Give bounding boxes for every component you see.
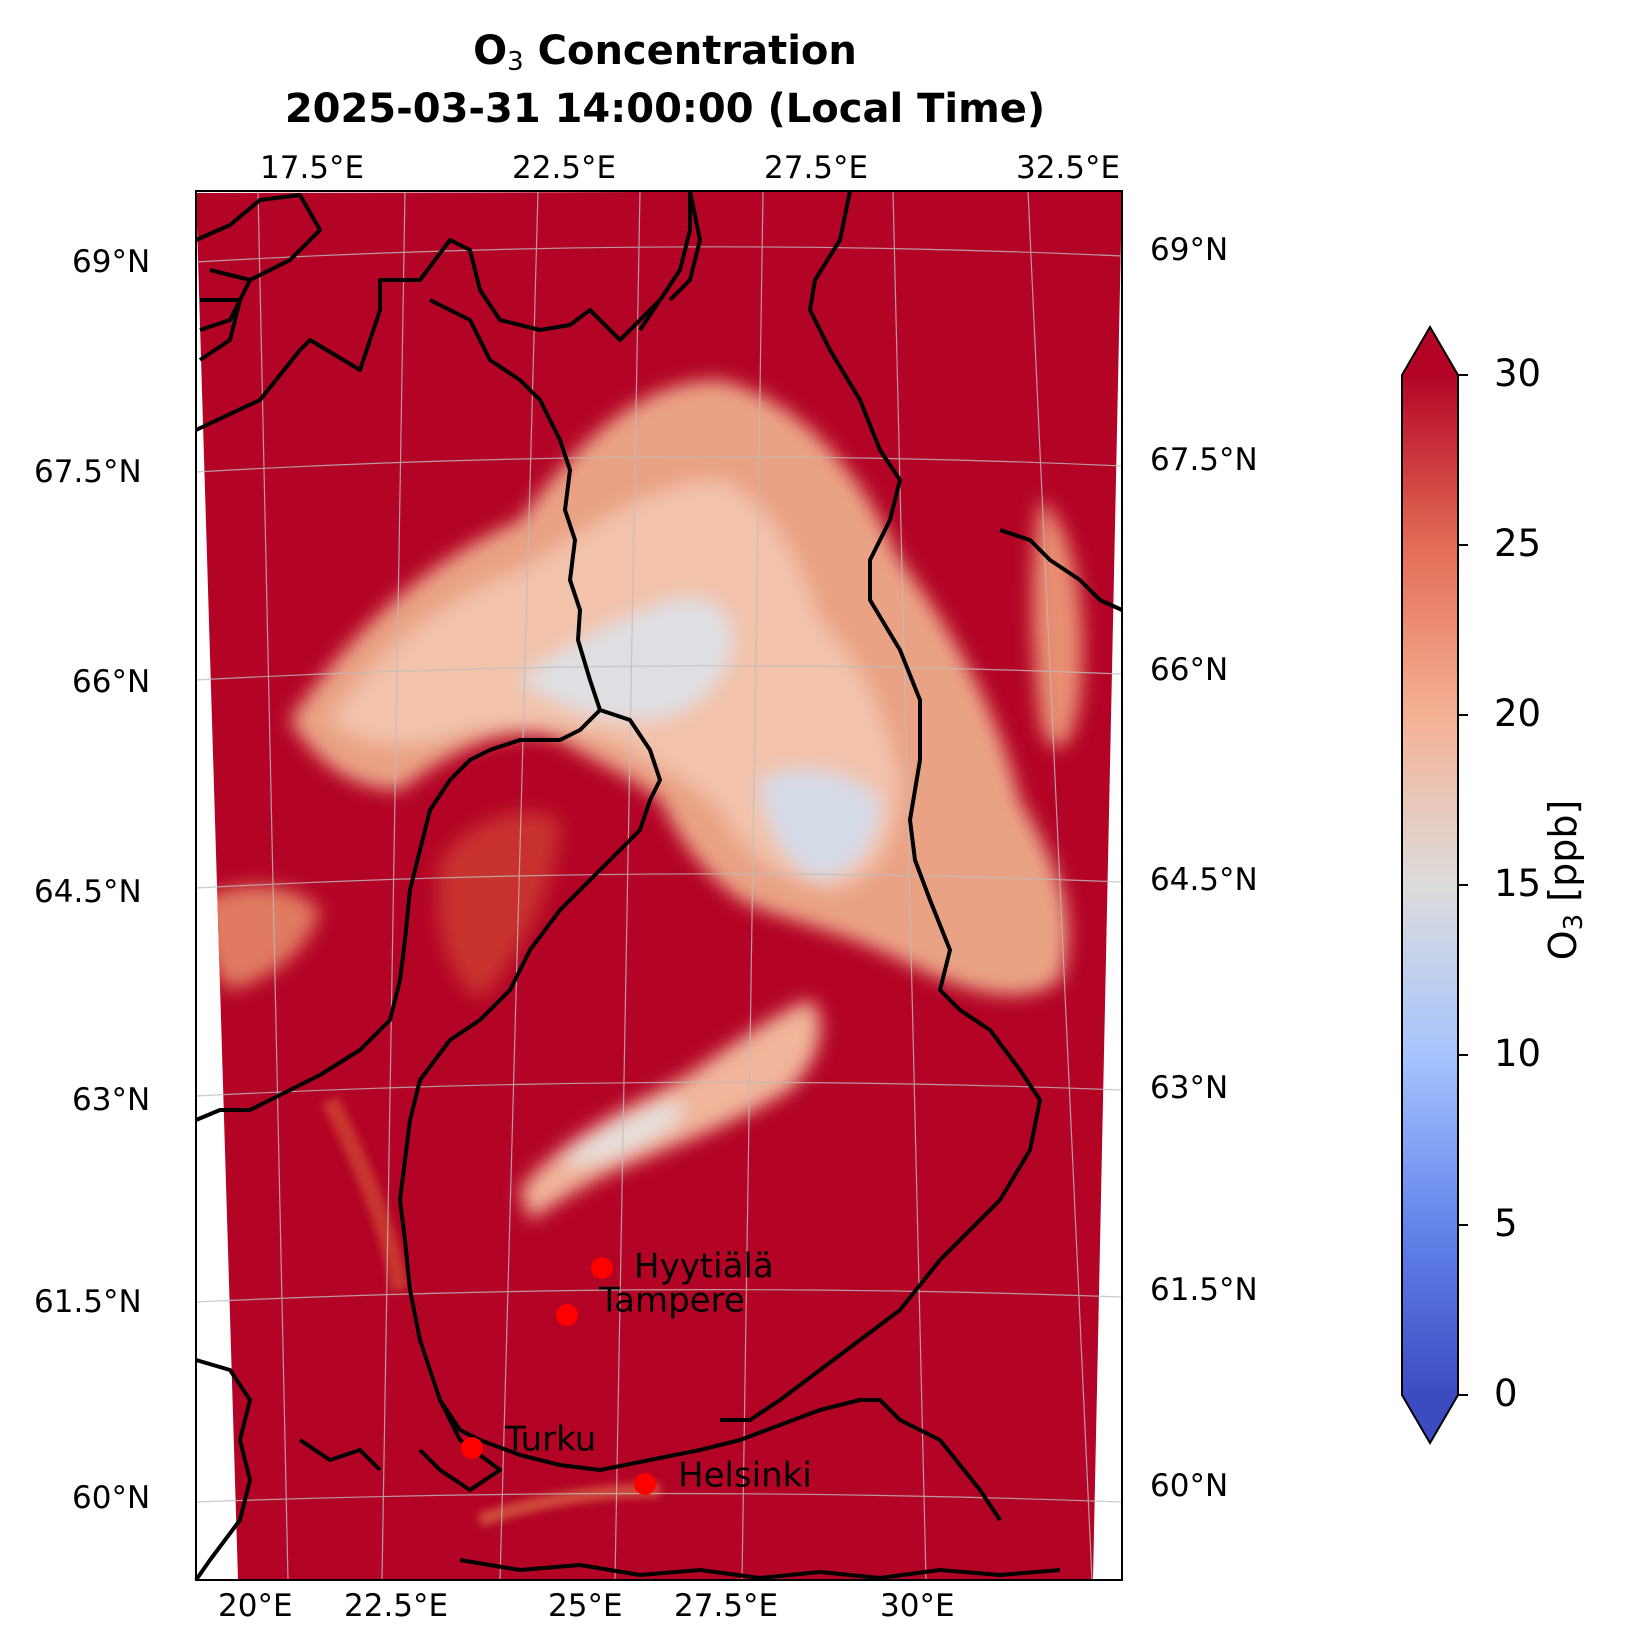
bottom-lon-label: 20°E — [218, 1588, 293, 1624]
ozone-field — [196, 191, 1122, 1580]
city-marker-hyytiala — [591, 1257, 613, 1279]
city-markers: Hyytiälä Tampere Turku Helsinki — [461, 1247, 812, 1496]
right-lat-label: 63°N — [1150, 1070, 1229, 1106]
city-label-turku: Turku — [504, 1420, 596, 1460]
city-label-tampere: Tampere — [598, 1281, 745, 1321]
map-frame — [195, 190, 1123, 1581]
colorbar-extend-max — [1402, 327, 1458, 375]
colorbar-tick-marks — [1458, 374, 1468, 1396]
colorbar-tick-label: 0 — [1494, 1372, 1518, 1415]
colorbar — [1401, 325, 1468, 1445]
chart-title-line2: 2025-03-31 14:00:00 (Local Time) — [284, 86, 1046, 132]
colorbar-tick-label: 15 — [1494, 862, 1542, 905]
right-lat-label: 66°N — [1150, 652, 1229, 688]
right-lat-label: 60°N — [1150, 1468, 1229, 1504]
right-lat-label: 69°N — [1150, 232, 1229, 268]
city-marker-helsinki — [634, 1473, 656, 1495]
left-lat-label: 69°N — [72, 244, 151, 280]
city-label-hyytiala: Hyytiälä — [634, 1247, 774, 1287]
colorbar-tick-label: 5 — [1494, 1202, 1518, 1245]
colorbar-tick-label: 30 — [1494, 352, 1542, 395]
top-lon-label: 17.5°E — [260, 150, 365, 186]
left-lat-label: 67.5°N — [34, 454, 142, 490]
colorbar-extend-min — [1402, 1395, 1458, 1443]
borders-coastlines — [194, 190, 1123, 1582]
top-lon-label: 32.5°E — [1016, 150, 1121, 186]
colorbar-tick-label: 25 — [1494, 522, 1542, 565]
finland-russia-border — [720, 190, 1042, 1422]
chart-title-line1: O3 Concentration — [473, 28, 857, 77]
finnish-coast — [398, 708, 1002, 1522]
left-lat-label: 60°N — [72, 1480, 151, 1516]
bottom-lon-label: 22.5°E — [344, 1588, 449, 1624]
graticule — [195, 190, 1123, 1581]
right-lat-label: 61.5°N — [1150, 1272, 1258, 1308]
bottom-lon-label: 30°E — [880, 1588, 955, 1624]
colorbar-gradient — [1402, 375, 1458, 1395]
left-lat-label: 64.5°N — [34, 874, 142, 910]
city-marker-turku — [461, 1437, 483, 1459]
left-lat-label: 61.5°N — [34, 1284, 142, 1320]
domain-background — [196, 191, 1122, 1580]
finland-norway-border — [638, 190, 702, 332]
bottom-lon-label: 25°E — [548, 1588, 623, 1624]
colorbar-label: O3 [ppb] — [1541, 799, 1589, 961]
swedish-coast — [195, 708, 602, 1122]
left-lat-label: 66°N — [72, 664, 151, 700]
right-lat-label: 64.5°N — [1150, 862, 1258, 898]
bottom-lon-label: 27.5°E — [674, 1588, 779, 1624]
sweden-finland-border — [429, 298, 602, 711]
colorbar-tick-label: 20 — [1494, 692, 1542, 735]
top-lon-label: 22.5°E — [512, 150, 617, 186]
city-marker-tampere — [556, 1304, 578, 1326]
left-lat-label: 63°N — [72, 1082, 151, 1118]
right-lat-label: 67.5°N — [1150, 442, 1258, 478]
colorbar-tick-label: 10 — [1494, 1032, 1542, 1075]
city-label-helsinki: Helsinki — [678, 1456, 812, 1496]
top-lon-label: 27.5°E — [764, 150, 869, 186]
